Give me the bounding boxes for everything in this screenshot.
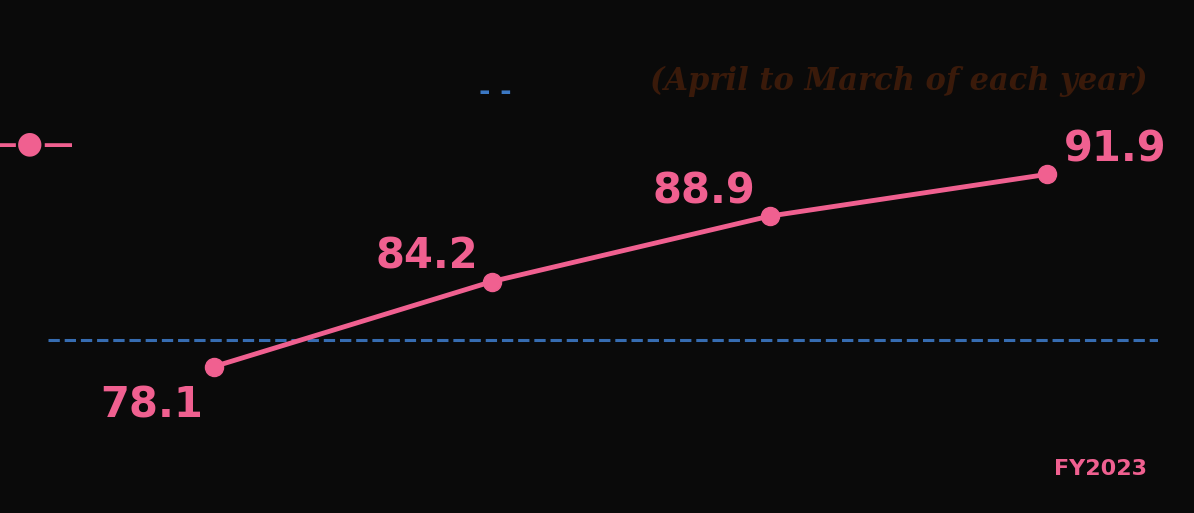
Text: 84.2: 84.2 (375, 235, 478, 278)
Text: 88.9: 88.9 (653, 170, 756, 212)
Text: (April to March of each year): (April to March of each year) (650, 66, 1147, 96)
Text: - -: - - (479, 78, 512, 106)
Text: 91.9: 91.9 (1064, 128, 1167, 170)
Text: FY2023: FY2023 (1054, 459, 1147, 479)
Text: 78.1: 78.1 (100, 384, 203, 426)
Text: —●—: —●— (0, 129, 74, 158)
